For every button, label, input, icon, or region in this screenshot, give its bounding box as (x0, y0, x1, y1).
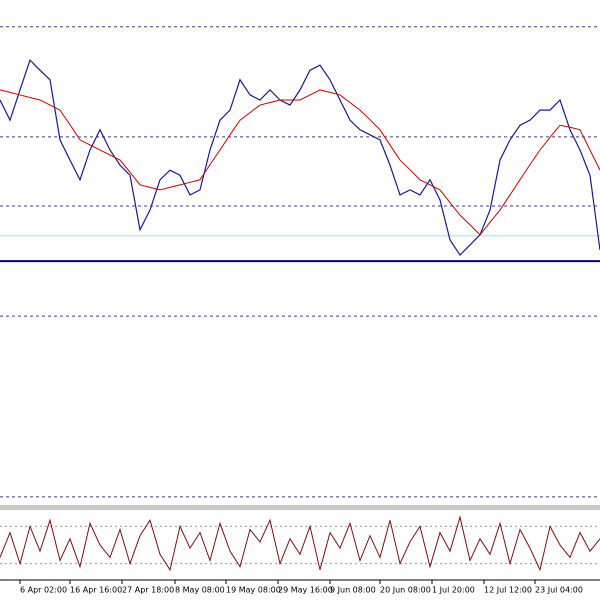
price-line (0, 89, 600, 236)
x-tick-label: 1 Jul 20:00 (432, 586, 475, 595)
oscillator-line (0, 515, 600, 572)
x-tick-label: 8 May 08:00 (175, 586, 225, 595)
x-tick-label: 19 May 08:00 (226, 586, 281, 595)
x-tick-label: 29 May 16:00 (278, 586, 333, 595)
x-tick-label: 23 Jul 04:00 (535, 586, 583, 595)
price-line (0, 58, 600, 256)
x-tick-label: 16 Apr 16:00 (70, 586, 122, 595)
x-tick-label: 20 Jun 08:00 (380, 586, 431, 595)
x-tick-label: 12 Jul 12:00 (484, 586, 532, 595)
x-tick-label: 9 Jun 08:00 (330, 586, 376, 595)
x-tick-label: 6 Apr 02:00 (20, 586, 67, 595)
panel-separator (0, 505, 600, 510)
x-tick-label: 27 Apr 18:00 (122, 586, 174, 595)
